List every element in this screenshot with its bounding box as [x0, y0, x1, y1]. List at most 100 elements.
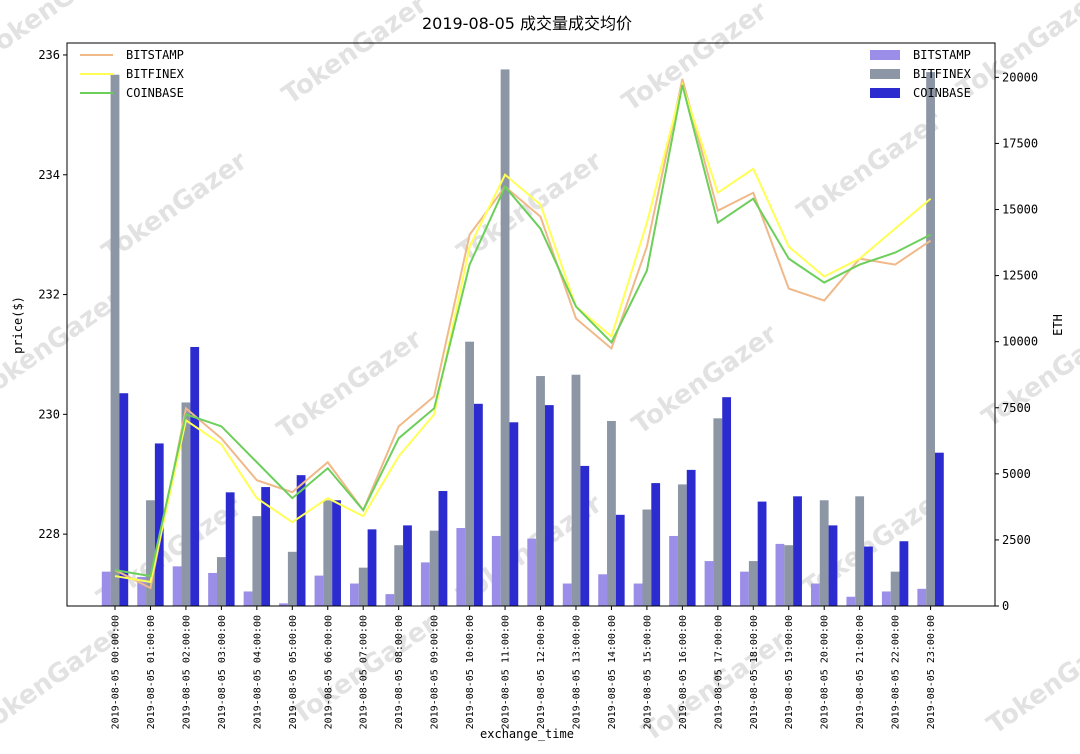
watermark-text: TokenGazer [952, 0, 1080, 106]
volume-bar-bitfinex [748, 561, 758, 606]
volume-bar-bitfinex [819, 500, 829, 606]
y-right-tick-label: 12500 [1002, 269, 1038, 283]
volume-bar-bitstamp [881, 591, 891, 606]
volume-bar-bitfinex [536, 376, 545, 606]
x-tick-label: 2019-08-05 07:00:00 [359, 615, 370, 729]
x-tick-label: 2019-08-05 21:00:00 [855, 615, 866, 729]
legend-label-bitstamp: BITSTAMP [126, 48, 184, 62]
volume-bar-bitstamp [456, 528, 466, 606]
volume-bar-coinbase [686, 469, 696, 606]
y-left-tick-label: 236 [38, 48, 60, 62]
volume-bar-bitstamp [562, 583, 572, 606]
volume-bar-coinbase [651, 483, 661, 606]
volume-bar-bitfinex [784, 545, 794, 606]
x-tick-label: 2019-08-05 20:00:00 [820, 615, 831, 729]
volume-bar-bitstamp [527, 538, 537, 606]
volume-bar-bitfinex [429, 530, 439, 606]
volume-bar-coinbase [296, 475, 306, 606]
volume-bar-coinbase [261, 487, 271, 606]
y-right-tick-label: 10000 [1002, 335, 1038, 349]
volume-bar-bitfinex [465, 341, 474, 606]
volume-bar-coinbase [793, 496, 802, 606]
volume-bar-coinbase [934, 452, 944, 606]
watermark-text: TokenGazer [792, 106, 948, 228]
y-axis-left: 228 230 232 234 236 [38, 48, 67, 541]
volume-bar-bitstamp [314, 575, 324, 606]
x-tick-label: 2019-08-05 19:00:00 [784, 615, 795, 729]
x-tick-label: 2019-08-05 23:00:00 [926, 615, 937, 729]
volume-bar-bitfinex [358, 567, 368, 606]
volume-bar-coinbase [864, 546, 873, 606]
volume-bar-bitfinex [323, 500, 333, 606]
legend-swatch-coinbase [870, 88, 900, 98]
volume-bar-coinbase [438, 491, 448, 606]
volume-bar-bitstamp [811, 583, 820, 606]
x-axis: 2019-08-05 00:00:00 2019-08-05 01:00:00 20… [111, 606, 937, 729]
volume-bar-coinbase [722, 397, 732, 606]
legend-label-bitfinex: BITFINEX [126, 67, 185, 81]
volume-bar-bitstamp [385, 594, 395, 606]
volume-bar-bitstamp [669, 535, 678, 606]
y-left-tick-label: 234 [38, 168, 60, 182]
volume-bar-bitfinex [500, 69, 510, 607]
volume-bar-bitfinex [216, 557, 226, 606]
y-axis-left-label: price($) [11, 296, 25, 354]
legend-swatch-bitfinex [870, 69, 900, 79]
y-right-tick-label: 2500 [1002, 533, 1031, 547]
watermark-text: TokenGazer [982, 619, 1080, 741]
legend-label-bitstamp: BITSTAMP [913, 48, 971, 62]
volume-bar-coinbase [190, 346, 200, 606]
price-line-bitstamp [114, 78, 932, 590]
y-left-tick-label: 232 [38, 288, 60, 302]
volume-legend: BITSTAMP BITFINEX COINBASE [870, 48, 972, 100]
volume-bar-coinbase [828, 525, 838, 606]
volume-bar-bitfinex [181, 402, 191, 606]
volume-bar-coinbase [615, 514, 625, 606]
volume-bar-bitstamp [243, 591, 253, 606]
volume-bar-bitstamp [846, 596, 856, 606]
volume-bar-bitstamp [740, 571, 749, 606]
volume-bar-coinbase [899, 541, 909, 606]
volume-bar-coinbase [509, 422, 519, 606]
x-tick-label: 2019-08-05 00:00:00 [111, 615, 122, 729]
watermark-text: TokenGazer [97, 146, 253, 268]
x-tick-label: 2019-08-05 04:00:00 [252, 615, 263, 729]
volume-bar-bitfinex [677, 484, 687, 606]
volume-bar-coinbase [757, 501, 767, 606]
volume-bar-coinbase [225, 492, 235, 606]
volume-bar-bitstamp [420, 562, 430, 606]
volume-bar-bitfinex [110, 74, 120, 607]
volume-bar-bitstamp [491, 535, 501, 606]
y-right-tick-label: 0 [1002, 599, 1009, 613]
volume-bar-coinbase [544, 405, 554, 606]
x-tick-label: 2019-08-05 16:00:00 [678, 615, 689, 729]
volume-bar-bitfinex [890, 571, 900, 606]
volume-bar-bitstamp [279, 603, 288, 606]
legend-label-bitfinex: BITFINEX [913, 67, 972, 81]
y-right-tick-label: 5000 [1002, 467, 1031, 481]
x-tick-label: 2019-08-05 05:00:00 [288, 615, 299, 729]
volume-bar-bitfinex [855, 496, 865, 606]
volume-bar-bitstamp [137, 576, 147, 606]
x-axis-label: exchange_time [480, 727, 574, 741]
price-legend: BITSTAMP BITFINEX COINBASE [80, 48, 185, 100]
x-tick-label: 2019-08-05 01:00:00 [146, 615, 157, 729]
volume-bar-coinbase [403, 525, 412, 606]
volume-bar-bitfinex [926, 72, 935, 606]
x-tick-label: 2019-08-05 13:00:00 [571, 615, 582, 729]
x-tick-label: 2019-08-05 02:00:00 [181, 615, 192, 729]
y-left-tick-label: 230 [38, 407, 60, 421]
volume-bar-bitfinex [713, 418, 723, 606]
watermark-text: TokenGazer [272, 324, 428, 446]
x-tick-label: 2019-08-05 06:00:00 [323, 615, 334, 729]
chart-title: 2019-08-05 成交量成交均价 [422, 14, 632, 33]
volume-bar-bitstamp [350, 583, 359, 606]
volume-bar-coinbase [367, 529, 377, 606]
watermark-text: TokenGazer [617, 0, 773, 118]
volume-bar-bitstamp [704, 561, 714, 606]
volume-bar-bitstamp [172, 566, 182, 606]
y-axis-right-label: ETH [1051, 314, 1065, 336]
x-tick-label: 2019-08-05 12:00:00 [536, 615, 547, 729]
x-tick-label: 2019-08-05 17:00:00 [713, 615, 724, 729]
y-right-tick-label: 20000 [1002, 70, 1038, 84]
